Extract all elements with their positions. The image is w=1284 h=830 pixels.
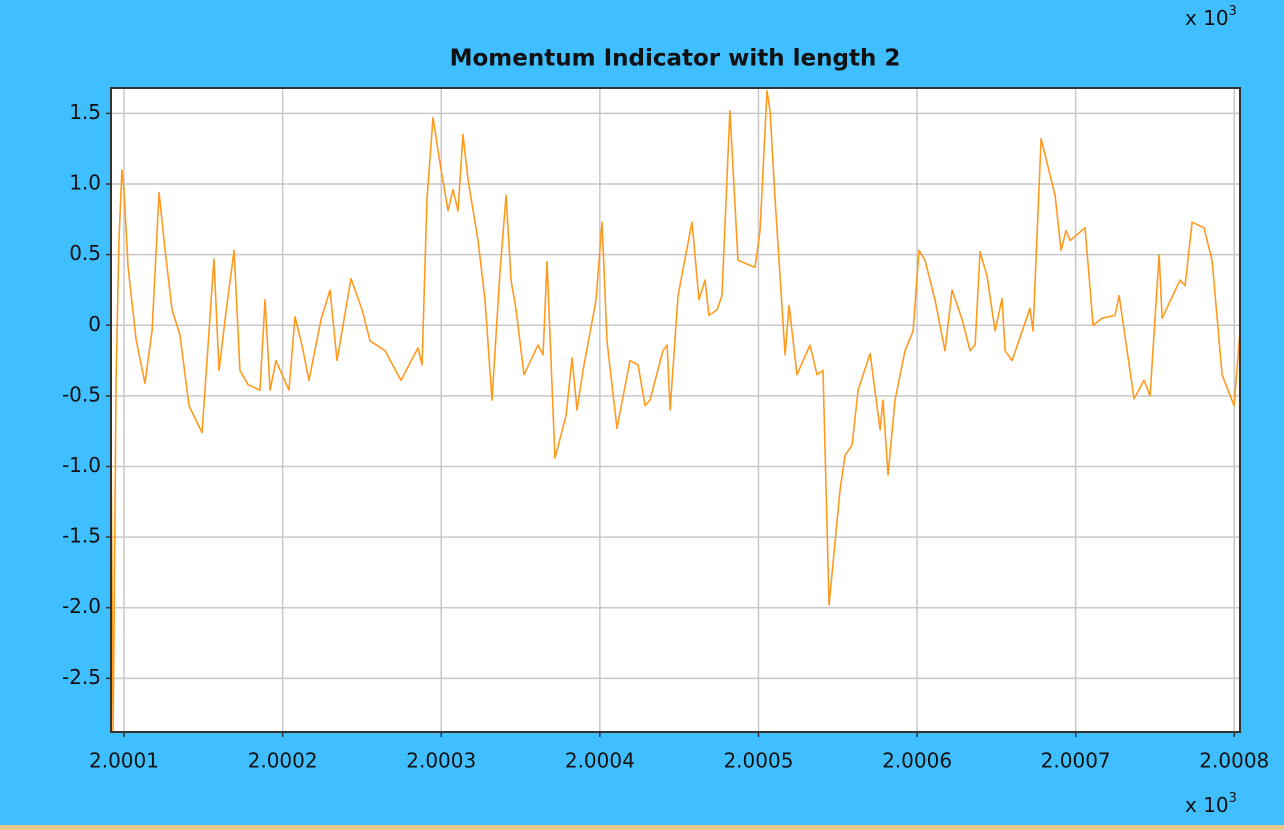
y-tick-label: -1.0 xyxy=(62,453,101,477)
x-multiplier: x 103 xyxy=(1185,791,1237,817)
y-tick-label: -1.5 xyxy=(62,524,101,548)
data-line xyxy=(111,90,1240,732)
y-tick-label: 1.0 xyxy=(69,171,101,195)
y-tick-label: 0 xyxy=(88,312,101,336)
plot-frame xyxy=(110,87,1241,733)
x-tick-label: 2.0006 xyxy=(882,749,952,773)
x-tick-label: 2.0004 xyxy=(565,749,635,773)
y-multiplier-base: x 10 xyxy=(1185,6,1229,30)
y-tick-label: -2.5 xyxy=(62,665,101,689)
y-multiplier: x 103 xyxy=(1185,4,1237,30)
x-tick-label: 2.0008 xyxy=(1199,749,1269,773)
x-multiplier-exponent: 3 xyxy=(1229,791,1237,806)
y-tick-label: -2.0 xyxy=(62,594,101,618)
x-multiplier-base: x 10 xyxy=(1185,793,1229,817)
y-tick-label: -0.5 xyxy=(62,382,101,406)
x-tick-label: 2.0002 xyxy=(248,749,318,773)
y-tick-label: 0.5 xyxy=(69,241,101,265)
x-tick-label: 2.0007 xyxy=(1041,749,1111,773)
x-tick-label: 2.0005 xyxy=(723,749,793,773)
window-edge xyxy=(0,825,1284,830)
x-tick-label: 2.0001 xyxy=(89,749,159,773)
y-tick-label: 1.5 xyxy=(69,100,101,124)
plot-area xyxy=(111,88,1240,732)
chart-title: Momentum Indicator with length 2 xyxy=(450,46,901,72)
y-multiplier-exponent: 3 xyxy=(1229,4,1237,19)
x-tick-label: 2.0003 xyxy=(406,749,476,773)
